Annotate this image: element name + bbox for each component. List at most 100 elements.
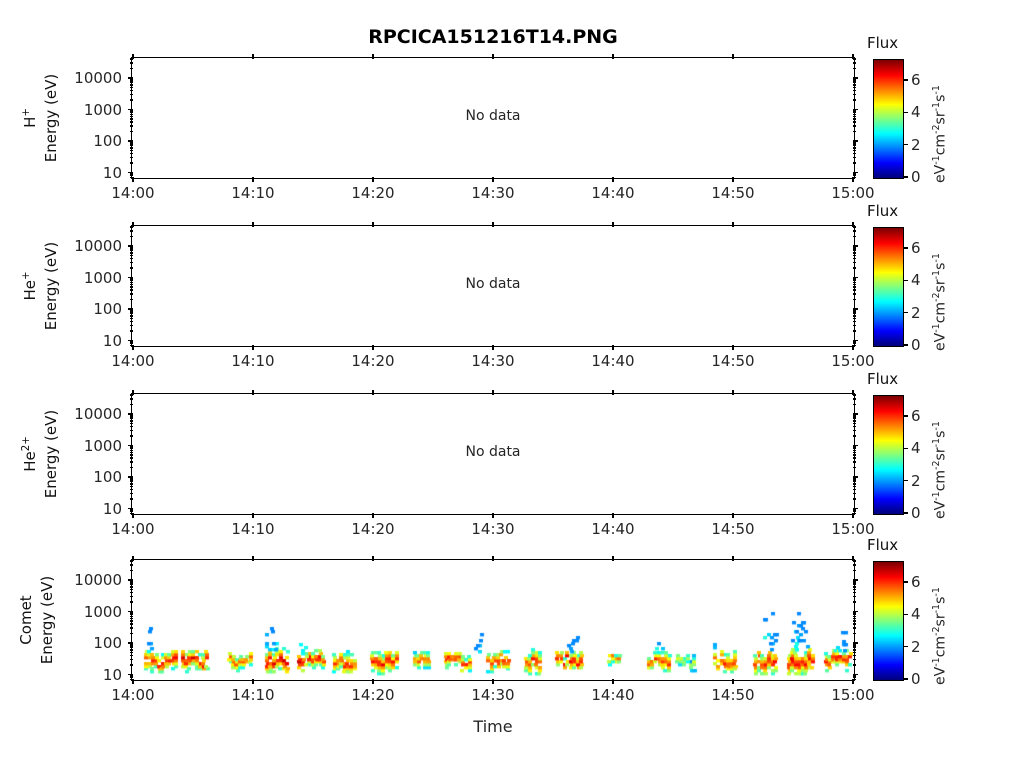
y-tick-mark [130, 145, 133, 147]
y-tick-mark [130, 313, 133, 315]
species-base-text: Comet [17, 595, 35, 645]
colorbar-title: Flux [867, 202, 899, 220]
y-tick-mark [853, 649, 856, 651]
y-tick-mark [130, 627, 133, 629]
y-tick-mark [130, 252, 133, 254]
y-tick-mark [130, 121, 133, 123]
y-tick-mark [853, 595, 856, 598]
y-tick-mark [853, 416, 856, 418]
y-tick-mark [130, 281, 133, 283]
y-tick-mark [130, 510, 133, 513]
species-base-text: H [21, 116, 39, 128]
x-tick-label: 14:30 [471, 184, 515, 202]
x-tick-mark [732, 390, 734, 395]
no-data-label: No data [465, 108, 521, 124]
y-tick-mark [853, 403, 856, 406]
y-tick-mark [853, 414, 856, 417]
unit-base-text: sr [932, 447, 949, 461]
y-tick-mark [130, 479, 133, 481]
y-tick-mark [130, 414, 133, 417]
y-tick-mark [853, 121, 856, 123]
x-tick-mark [132, 345, 134, 350]
y-tick-mark [853, 610, 858, 613]
y-tick-mark [853, 654, 856, 657]
figure-title: RPCICA151216T14.PNG [368, 26, 618, 48]
x-tick-mark [372, 177, 374, 182]
y-tick-mark [130, 398, 133, 400]
y-tick-mark [128, 77, 133, 79]
y-tick-mark [853, 267, 856, 269]
y-tick-mark [130, 320, 133, 323]
x-tick-mark [372, 556, 374, 561]
y-tick-mark [130, 283, 133, 286]
y-tick-mark [853, 498, 856, 500]
unit-exp-text: -2 [931, 626, 942, 636]
y-tick-mark [130, 317, 133, 320]
y-tick-mark [853, 451, 856, 454]
y-tick-mark [853, 643, 856, 646]
y-tick-mark [853, 246, 856, 249]
y-tick-mark [128, 476, 133, 478]
x-tick-mark [732, 679, 734, 684]
y-tick-mark [853, 676, 856, 679]
y-tick-mark [853, 425, 856, 428]
colorbar-tick-mark [904, 79, 908, 81]
colorbar-tick-mark [904, 279, 908, 281]
unit-base-text: eV [932, 332, 949, 351]
unit-base-text: eV [932, 666, 949, 685]
x-tick-mark [132, 177, 134, 182]
unit-base-text: s [932, 430, 949, 438]
y-tick-mark [853, 89, 856, 92]
y-tick-mark [853, 230, 856, 232]
y-tick-mark [128, 507, 133, 510]
x-tick-label: 14:20 [351, 520, 395, 538]
y-tick-mark [130, 162, 133, 164]
y-tick-mark [853, 647, 856, 649]
y-tick-mark [853, 632, 856, 635]
y-tick-mark [130, 394, 133, 396]
x-tick-mark [132, 513, 134, 518]
unit-exp-text: -1 [931, 253, 942, 263]
y-tick-mark [130, 560, 133, 562]
y-tick-mark [853, 477, 856, 480]
x-tick-label: 15:00 [831, 352, 875, 370]
y-tick-mark [130, 250, 133, 252]
y-tick-mark [853, 108, 858, 111]
y-tick-mark [130, 416, 133, 418]
colorbar-title: Flux [867, 370, 899, 388]
flux-colorbar-gradient [873, 395, 904, 515]
y-tick-mark [853, 420, 856, 422]
unit-base-text: cm [932, 133, 949, 156]
x-tick-mark [612, 556, 614, 561]
x-tick-mark [612, 390, 614, 395]
colorbar-tick-label: 0 [911, 336, 921, 354]
y-tick-mark [853, 156, 856, 159]
species-name-label: Comet [16, 500, 37, 740]
y-tick-mark [130, 82, 133, 84]
y-tick-mark [853, 481, 856, 483]
y-tick-mark [130, 279, 133, 282]
y-tick-mark [853, 279, 856, 282]
y-tick-mark [853, 418, 856, 420]
x-tick-label: 14:40 [591, 686, 635, 704]
y-tick-mark [130, 623, 133, 625]
y-tick-mark [130, 488, 133, 491]
y-tick-mark [130, 498, 133, 500]
x-tick-mark [612, 177, 614, 182]
x-tick-label: 14:50 [711, 520, 755, 538]
colorbar-unit-label: eV-1cm-2sr-1s-1 [931, 587, 949, 685]
y-tick-mark [130, 425, 133, 428]
y-tick-mark [853, 84, 856, 86]
y-tick-mark [853, 413, 858, 415]
y-tick-mark [130, 248, 133, 250]
unit-base-text: sr [932, 279, 949, 293]
y-tick-mark [853, 289, 856, 291]
y-tick-label: 100 [93, 132, 122, 150]
y-tick-mark [853, 444, 858, 447]
x-tick-mark [852, 345, 854, 350]
y-tick-mark [853, 485, 856, 488]
y-tick-mark [853, 658, 856, 661]
no-data-label: No data [465, 276, 521, 292]
x-tick-label: 14:00 [111, 520, 155, 538]
y-tick-mark [853, 620, 856, 622]
